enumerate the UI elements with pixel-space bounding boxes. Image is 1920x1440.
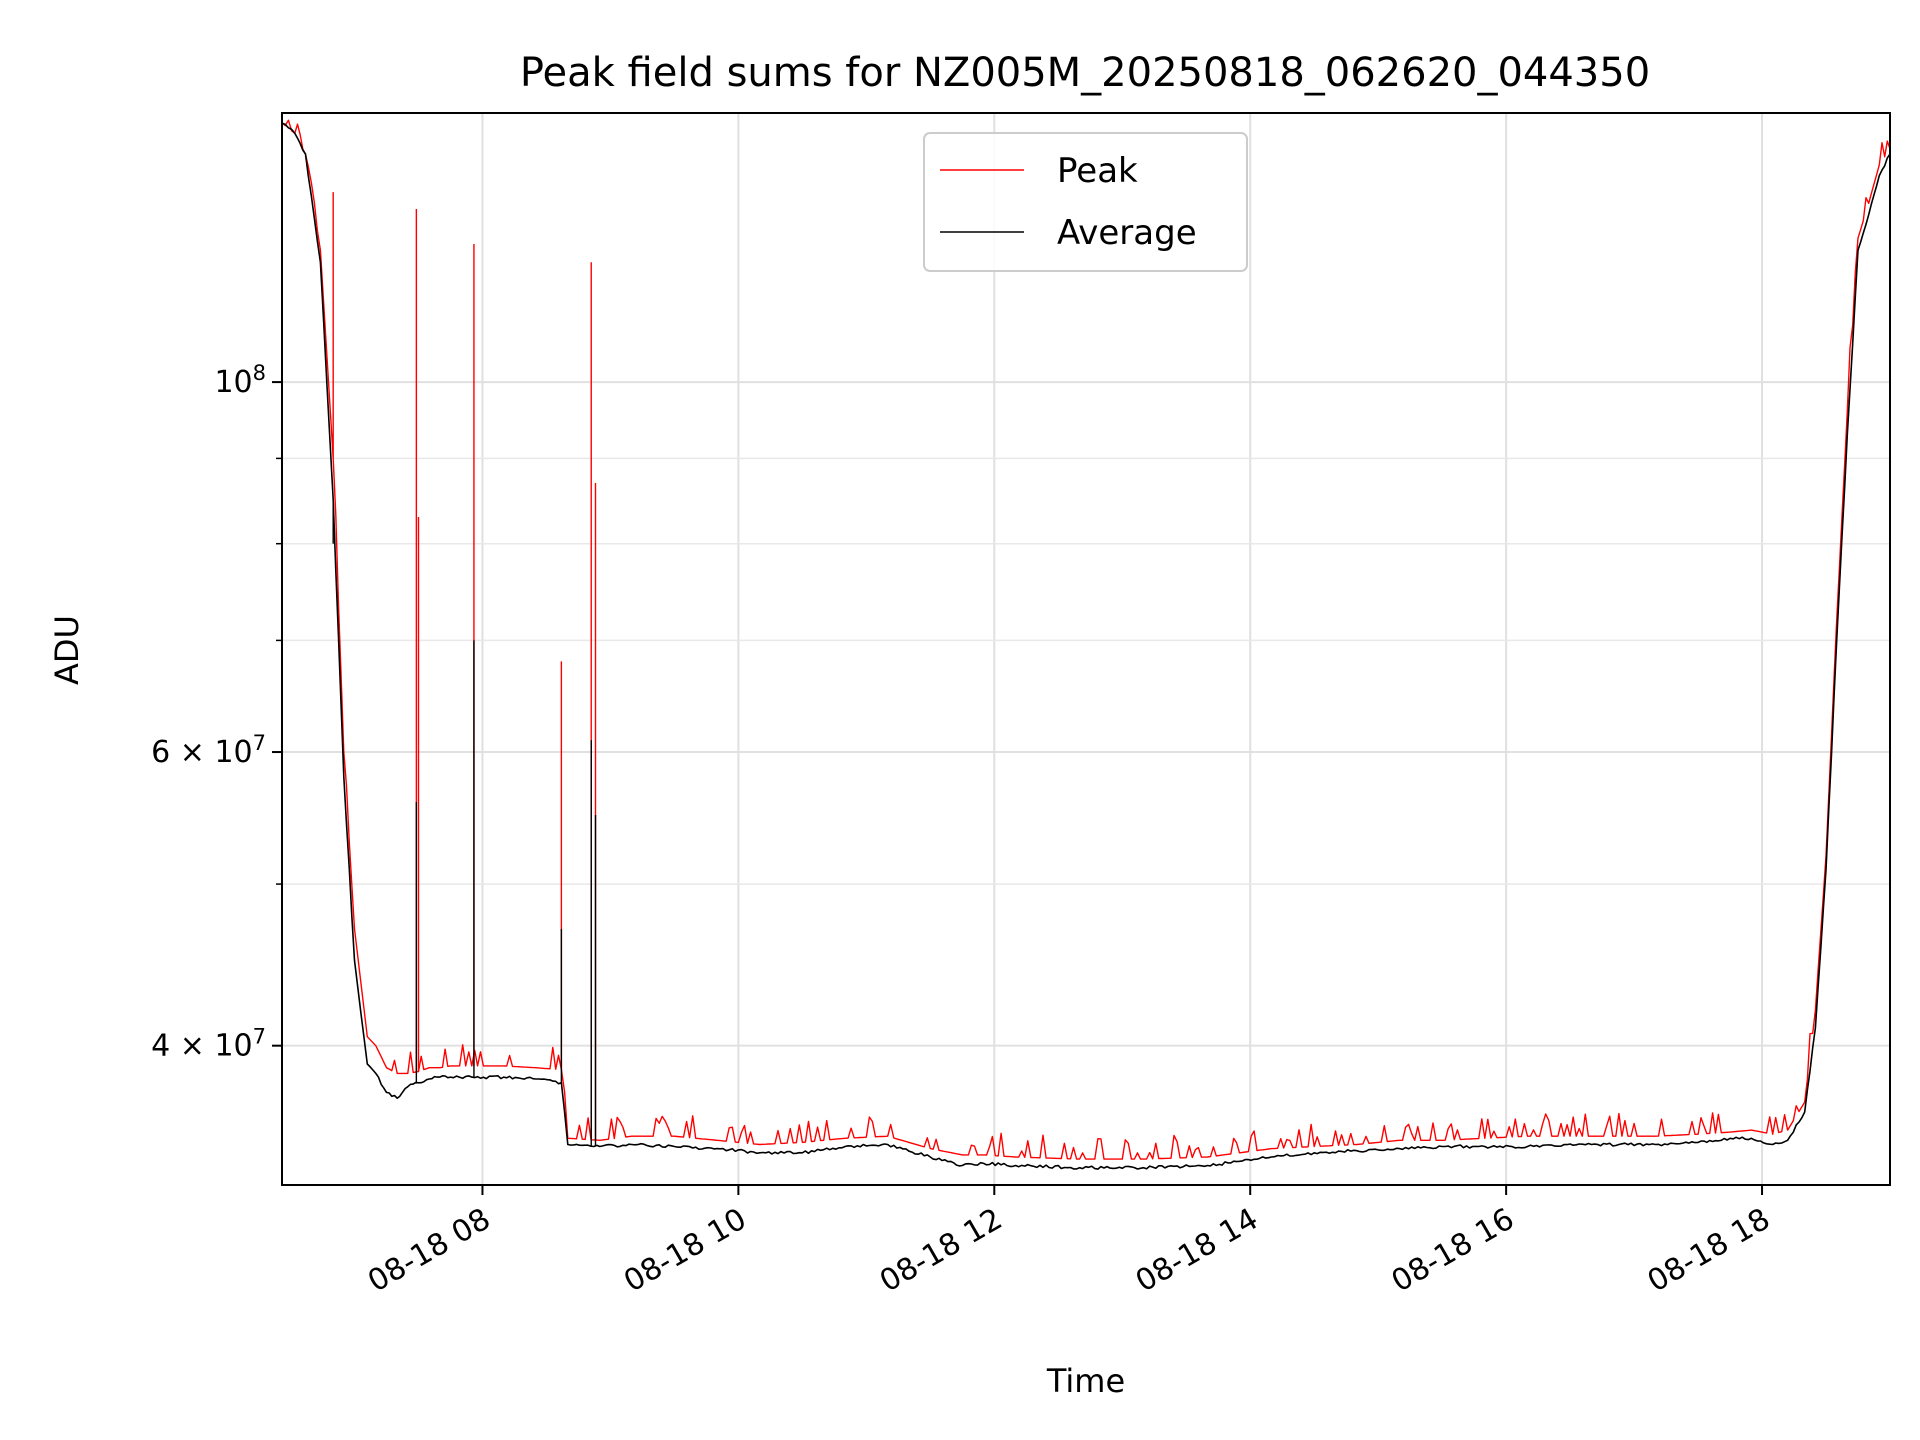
legend-label-peak: Peak [1057,151,1138,191]
legend-box [923,132,1248,272]
x-axis-title: Time [1046,1362,1125,1400]
plot-frame [281,112,1891,1186]
series-line-average [281,122,1891,1170]
chart-title: Peak field sums for NZ005M_20250818_0626… [520,50,1650,96]
y-tick-label: 6 × 107 [151,731,266,770]
series-line-peak [281,119,1891,1160]
y-tick-label: 108 [214,361,266,400]
y-axis-title: ADU [48,615,86,685]
legend-label-average: Average [1057,213,1197,253]
grid [282,113,1890,1185]
series-layer [281,119,1891,1170]
legend: Peak Average [923,132,1248,272]
y-tick-label: 4 × 107 [151,1025,266,1064]
